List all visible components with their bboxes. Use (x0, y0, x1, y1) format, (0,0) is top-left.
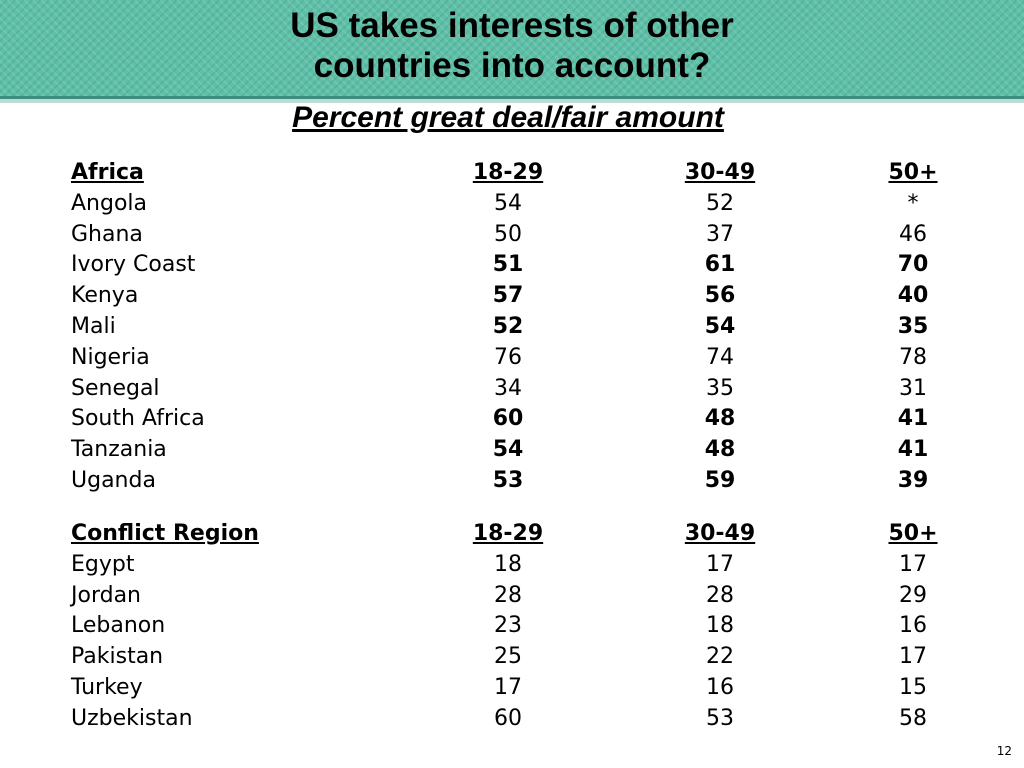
value-cell: 59 (704, 468, 736, 493)
section-label: Conflict Region (71, 521, 259, 546)
value-cell: 28 (706, 582, 734, 608)
country-name: Turkey (71, 675, 143, 700)
value-cell: 18 (706, 613, 734, 639)
country-name: Lebanon (71, 613, 166, 639)
country-name: Tanzania (71, 437, 167, 463)
table-row: Ivory Coast 51 61 70 (0, 249, 1024, 280)
value-cell: 48 (704, 437, 736, 463)
value-cell: 31 (899, 375, 927, 401)
table-row: Pakistan 25 22 17 (0, 641, 1024, 672)
value-cell: 23 (494, 613, 522, 639)
country-name: South Africa (71, 406, 205, 432)
value-cell: 17 (899, 644, 927, 670)
value-cell: 48 (704, 406, 736, 432)
value-cell: 53 (492, 468, 524, 493)
column-header: 18-29 (472, 521, 544, 546)
country-name: Jordan (71, 582, 141, 608)
column-header: 30-49 (684, 160, 756, 185)
value-cell: 54 (492, 437, 524, 463)
table-row: Jordan 28 28 29 (0, 580, 1024, 611)
conflict-header-row: Conflict Region 18-29 30-49 50+ (0, 518, 1024, 549)
value-cell: 16 (706, 675, 734, 700)
value-cell: 28 (494, 582, 522, 608)
slide-title-line-2: countries into account? (313, 46, 711, 85)
value-cell: 78 (899, 344, 927, 370)
table-row: Nigeria 76 74 78 (0, 342, 1024, 373)
country-name: Ghana (71, 221, 143, 247)
slide-subtitle: Percent great deal/fair amount (292, 101, 724, 134)
page-number: 12 (996, 744, 1012, 758)
table-row: Uzbekistan 60 53 58 (0, 703, 1024, 734)
country-name: Ivory Coast (71, 252, 196, 278)
value-cell: 76 (494, 344, 522, 370)
value-cell: 17 (706, 551, 734, 577)
table-row: South Africa 60 48 41 (0, 403, 1024, 434)
value-cell: 74 (706, 344, 734, 370)
value-cell: 60 (494, 705, 522, 731)
value-cell: 41 (897, 406, 929, 432)
value-cell: 60 (492, 406, 524, 432)
column-header: 18-29 (472, 160, 544, 185)
value-cell: 17 (494, 675, 522, 700)
value-cell: 58 (899, 705, 927, 731)
value-cell: 29 (899, 582, 927, 608)
section-label: Africa (71, 160, 144, 185)
column-header: 50+ (888, 160, 938, 185)
value-cell: 40 (897, 283, 929, 309)
value-cell: 35 (897, 314, 929, 339)
country-name: Pakistan (71, 644, 164, 670)
value-cell: 35 (706, 375, 734, 401)
value-cell: 61 (704, 252, 736, 278)
value-cell: 22 (706, 644, 734, 670)
value-cell: 41 (897, 437, 929, 463)
table-row: Senegal 34 35 31 (0, 373, 1024, 404)
value-cell: 46 (899, 221, 927, 247)
country-name: Mali (71, 314, 116, 339)
value-cell: 18 (494, 551, 522, 577)
value-cell: 34 (494, 375, 522, 401)
country-name: Kenya (71, 283, 139, 309)
country-name: Senegal (71, 375, 160, 401)
value-cell: 51 (492, 252, 524, 278)
value-cell: 54 (704, 314, 736, 339)
table-row: Turkey 17 16 15 (0, 672, 1024, 703)
slide-title-line-1: US takes interests of other (290, 6, 734, 45)
country-name: Angola (71, 190, 148, 216)
country-name: Uzbekistan (71, 705, 193, 731)
value-cell: 15 (899, 675, 927, 700)
value-cell: 39 (897, 468, 929, 493)
table-row: Mali 52 54 35 (0, 311, 1024, 342)
value-cell: 57 (492, 283, 524, 309)
table-row: Angola 54 52 * (0, 188, 1024, 219)
table-row: Uganda 53 59 39 (0, 465, 1024, 496)
value-cell: 56 (704, 283, 736, 309)
value-cell: 37 (706, 221, 734, 247)
title-banner (0, 0, 1024, 99)
value-cell: 17 (899, 551, 927, 577)
column-header: 30-49 (684, 521, 756, 546)
value-cell: 16 (899, 613, 927, 639)
table-row: Ghana 50 37 46 (0, 219, 1024, 250)
value-cell: * (907, 190, 919, 216)
value-cell: 53 (706, 705, 734, 731)
value-cell: 50 (494, 221, 522, 247)
value-cell: 25 (494, 644, 522, 670)
value-cell: 70 (897, 252, 929, 278)
table-row: Tanzania 54 48 41 (0, 434, 1024, 465)
value-cell: 52 (492, 314, 524, 339)
africa-header-row: Africa 18-29 30-49 50+ (0, 157, 1024, 188)
table-row: Kenya 57 56 40 (0, 280, 1024, 311)
table-row: Lebanon 23 18 16 (0, 610, 1024, 641)
slide-title: US takes interests of other countries in… (0, 6, 1024, 86)
value-cell: 54 (494, 190, 522, 216)
value-cell: 52 (706, 190, 734, 216)
country-name: Uganda (71, 468, 156, 493)
country-name: Nigeria (71, 344, 150, 370)
table-row: Egypt 18 17 17 (0, 549, 1024, 580)
country-name: Egypt (71, 551, 135, 577)
column-header: 50+ (888, 521, 938, 546)
